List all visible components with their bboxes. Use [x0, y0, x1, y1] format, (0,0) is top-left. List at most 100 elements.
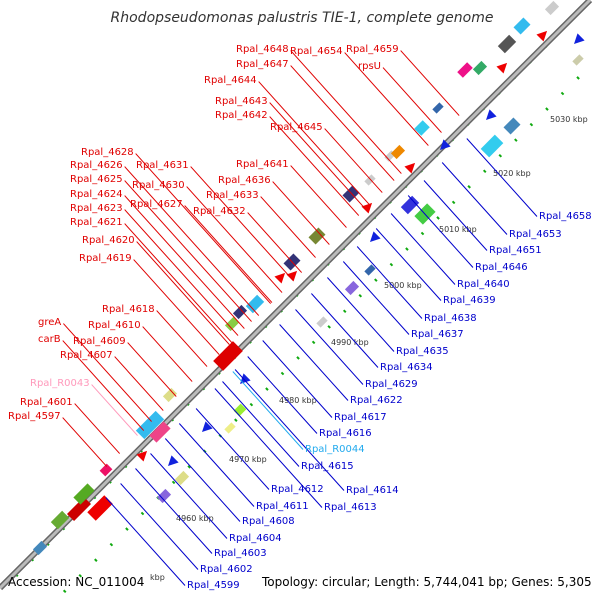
label-leader-line: [344, 52, 429, 146]
label-leader-line: [269, 116, 360, 216]
gene-feature: [432, 102, 444, 114]
gene-label: Rpal_4634: [380, 362, 433, 373]
label-leader-line: [214, 388, 323, 508]
gene-label: Rpal_4653: [509, 229, 562, 240]
gene-feature: [572, 54, 584, 66]
scale-tick-label: 5030 kbp: [550, 115, 588, 124]
label-leader-line: [290, 165, 347, 228]
gene-label: rpsU: [358, 61, 381, 72]
gene-label: Rpal_4659: [346, 44, 399, 55]
gene-label: Rpal_4632: [193, 206, 246, 217]
gene-label: Rpal_4647: [236, 59, 289, 70]
label-leader-line: [74, 403, 121, 454]
label-leader-line: [178, 423, 255, 507]
gene-arrow: [486, 109, 497, 120]
gene-feature: [213, 341, 243, 371]
label-leader-line: [390, 213, 456, 285]
label-leader-line: [382, 67, 442, 133]
gene-feature: [66, 496, 92, 522]
gene-feature: [400, 195, 420, 215]
gene-label: Rpal_4607: [60, 350, 113, 361]
gene-label: Rpal_4602: [200, 564, 253, 575]
gene-label: Rpal_4641: [236, 159, 289, 170]
gene-label: Rpal_4612: [271, 484, 324, 495]
label-leader-line: [135, 153, 272, 304]
gene-label: Rpal_4628: [81, 147, 134, 158]
gene-label: Rpal_4615: [301, 461, 354, 472]
gene-arrow: [274, 272, 286, 284]
gene-label: Rpal_4654: [290, 46, 343, 57]
gene-feature: [390, 144, 406, 160]
map-title: Rhodopseudomonas palustris TIE-1, comple…: [111, 10, 494, 26]
label-leader-line: [62, 340, 145, 431]
label-leader-line: [91, 384, 138, 436]
label-leader-line: [272, 181, 330, 245]
label-leader-line: [222, 381, 300, 467]
gene-label: Rpal_4614: [346, 485, 399, 496]
gene-feature: [174, 470, 190, 486]
gene-label: Rpal_4625: [70, 174, 123, 185]
gene-feature: [50, 510, 70, 530]
label-leader-line: [124, 180, 252, 322]
gene-label: Rpal_4604: [229, 533, 282, 544]
gene-label: Rpal_4638: [424, 313, 477, 324]
gene-arrow: [240, 373, 251, 384]
label-leader-line: [247, 356, 318, 434]
gene-feature: [245, 294, 265, 314]
gene-label: Rpal_4633: [206, 190, 259, 201]
gene-label: Rpal_4610: [88, 320, 141, 331]
gene-feature: [156, 488, 172, 504]
gene-label: Rpal_4611: [256, 501, 309, 512]
label-leader-line: [63, 323, 152, 422]
gene-feature: [503, 117, 521, 135]
gene-feature: [364, 174, 376, 186]
gene-label: Rpal_4613: [324, 502, 377, 513]
label-leader-line: [466, 138, 538, 217]
label-leader-line: [62, 417, 108, 467]
genome-backbone-highlight: [0, 0, 592, 590]
label-leader-line: [290, 65, 395, 181]
gene-label-rna: Rpal_R0043: [30, 378, 90, 389]
label-leader-line: [114, 356, 164, 411]
gene-label: Rpal_4618: [102, 304, 155, 315]
gene-label: Rpal_4619: [79, 253, 132, 264]
gene-feature: [513, 17, 531, 35]
scale-tick-label: 4990 kbp: [331, 338, 369, 347]
label-leader-line: [262, 340, 333, 418]
gene-label: Rpal_4642: [215, 110, 268, 121]
label-leader-line: [342, 261, 410, 335]
gene-arrow: [286, 270, 298, 282]
label-leader-line: [356, 246, 423, 319]
label-leader-line: [232, 371, 304, 450]
gene-label: Rpal_4597: [8, 411, 61, 422]
gene-label: Rpal_4601: [20, 397, 73, 408]
label-leader-line: [423, 180, 488, 251]
label-leader-line: [269, 102, 366, 209]
gene-label: Rpal_4639: [443, 295, 496, 306]
gene-feature: [32, 540, 48, 556]
label-leader-line: [124, 166, 260, 316]
gene-label: Rpal_4622: [350, 395, 403, 406]
accession-text: Accession: NC_011004: [8, 575, 144, 589]
scale-tick-label: 5010 kbp: [439, 225, 477, 234]
gene-label: Rpal_4646: [475, 262, 528, 273]
label-leader-line: [279, 324, 349, 401]
gene-label: Rpal_4603: [214, 548, 267, 559]
scale-tick-label: 4980 kbp: [279, 396, 317, 405]
label-leader-line: [290, 50, 402, 174]
gene-label: Rpal_4658: [539, 211, 592, 222]
gene-arrow: [404, 162, 416, 174]
gene-feature: [149, 421, 171, 443]
gene-label: Rpal_4599: [187, 580, 240, 591]
gene-feature: [472, 60, 488, 76]
label-leader-line: [295, 309, 364, 385]
label-leader-line: [258, 81, 370, 205]
gene-label: Rpal_4609: [73, 336, 126, 347]
gene-arrow: [361, 202, 373, 214]
gene-feature: [224, 422, 236, 434]
label-leader-line: [156, 310, 208, 367]
gene-label: Rpal_4651: [489, 245, 542, 256]
gene-feature: [316, 316, 328, 328]
gene-feature: [364, 264, 376, 276]
topology-text: Topology: circular; Length: 5,744,041 bp…: [261, 575, 592, 589]
